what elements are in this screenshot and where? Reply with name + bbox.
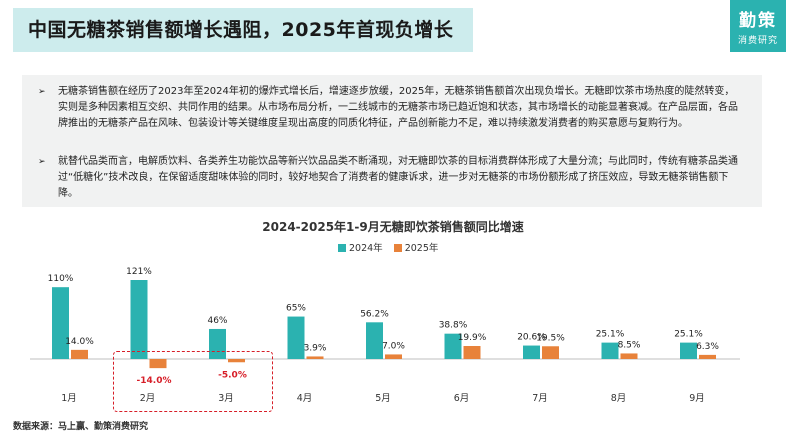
bar-2025-4 — [306, 356, 324, 359]
summary-bullet-text: 就替代品类而言，电解质饮料、各类养生功能饮品等新兴饮品品类不断涌现，对无糖即饮茶… — [58, 156, 738, 199]
x-tick-label-2: 2月 — [140, 393, 156, 404]
legend-swatch-2024 — [338, 244, 346, 252]
label-2024-5: 56.2% — [360, 309, 389, 319]
legend-swatch-2025 — [393, 244, 402, 252]
bar-2025-1 — [71, 349, 88, 359]
bar-2024-9 — [680, 342, 697, 359]
bar-2024-4 — [287, 316, 305, 359]
label-2024-4: 65% — [286, 304, 306, 314]
summary-bullet-text: 无糖茶销售额在经历了2023年至2024年初的爆炸式增长后，增速逐步放缓，202… — [58, 86, 738, 129]
label-2025-5: 7.0% — [382, 341, 405, 351]
bar-2025-7 — [542, 346, 559, 359]
label-2025-4: 3.9% — [304, 343, 327, 353]
bar-2025-2 — [149, 359, 167, 369]
x-tick-label-5: 5月 — [375, 393, 391, 404]
x-tick-label-8: 8月 — [611, 393, 627, 404]
bar-2024-5 — [366, 322, 383, 359]
x-tick-label-3: 3月 — [218, 393, 234, 404]
bar-2025-6 — [463, 346, 481, 359]
bullet-arrow-icon: ➢ — [38, 87, 46, 97]
chart-legend: 2024年 2025年 — [338, 240, 446, 254]
legend-item-2024: 2024年 — [338, 240, 383, 254]
bar-2024-6 — [444, 333, 462, 359]
summary-box: ➢ 无糖茶销售额在经历了2023年至2024年初的爆炸式增长后，增速逐步放缓，2… — [22, 75, 762, 207]
label-2024-8: 25.1% — [596, 330, 625, 340]
chart-title: 2024-2025年1-9月无糖即饮茶销售额同比增速 — [262, 220, 524, 234]
label-2024-3: 46% — [207, 316, 227, 326]
logo-main-text: 勤策 — [739, 11, 777, 31]
bar-2024-7 — [523, 345, 540, 359]
legend-label-2025: 2025年 — [404, 243, 439, 254]
label-2024-7: 20.6% — [517, 333, 546, 343]
summary-bullet-1: ➢ 无糖茶销售额在经历了2023年至2024年初的爆炸式增长后，增速逐步放缓，2… — [38, 84, 738, 132]
bar-2025-8 — [620, 353, 638, 359]
bar-2024-2 — [130, 280, 148, 359]
x-tick-label-1: 1月 — [61, 393, 77, 404]
negative-growth-highlight-box — [113, 351, 273, 412]
bar-2025-5 — [385, 354, 402, 359]
bar-2025-3 — [228, 359, 245, 363]
logo-sub-text: 消费研究 — [737, 36, 778, 46]
label-2025-1: 14.0% — [65, 337, 94, 347]
label-2025-2: -14.0% — [137, 376, 172, 386]
label-2025-3: -5.0% — [218, 370, 247, 380]
bar-2024-1 — [52, 287, 69, 359]
x-tick-label-9: 9月 — [689, 393, 705, 404]
page-title: 中国无糖茶销售额增长遇阻，2025年首现负增长 — [28, 19, 454, 41]
legend-label-2024: 2024年 — [349, 243, 383, 254]
bar-2024-8 — [601, 342, 619, 359]
label-2024-1: 110% — [48, 274, 74, 284]
summary-bullet-2: ➢ 就替代品类而言，电解质饮料、各类养生功能饮品等新兴饮品品类不断涌现，对无糖即… — [38, 154, 738, 202]
label-2025-6: 19.9% — [458, 333, 487, 343]
label-2025-9: 6.3% — [696, 342, 719, 352]
label-2024-2: 121% — [126, 267, 152, 277]
label-2025-7: 19.5% — [536, 333, 565, 343]
title-bar — [13, 8, 473, 52]
x-tick-label-7: 7月 — [532, 393, 548, 404]
bar-2025-9 — [699, 354, 716, 359]
x-tick-label-4: 4月 — [297, 393, 313, 404]
bullet-arrow-icon: ➢ — [38, 157, 46, 167]
brand-logo: 勤策 消费研究 — [730, 0, 786, 52]
x-tick-label-6: 6月 — [454, 393, 470, 404]
legend-item-2025: 2025年 — [393, 240, 439, 254]
label-2025-8: 8.5% — [618, 340, 641, 350]
label-2024-6: 38.8% — [439, 321, 468, 331]
label-2024-9: 25.1% — [674, 330, 703, 340]
data-source-note: 数据来源：马上赢、勤策消费研究 — [13, 422, 149, 432]
